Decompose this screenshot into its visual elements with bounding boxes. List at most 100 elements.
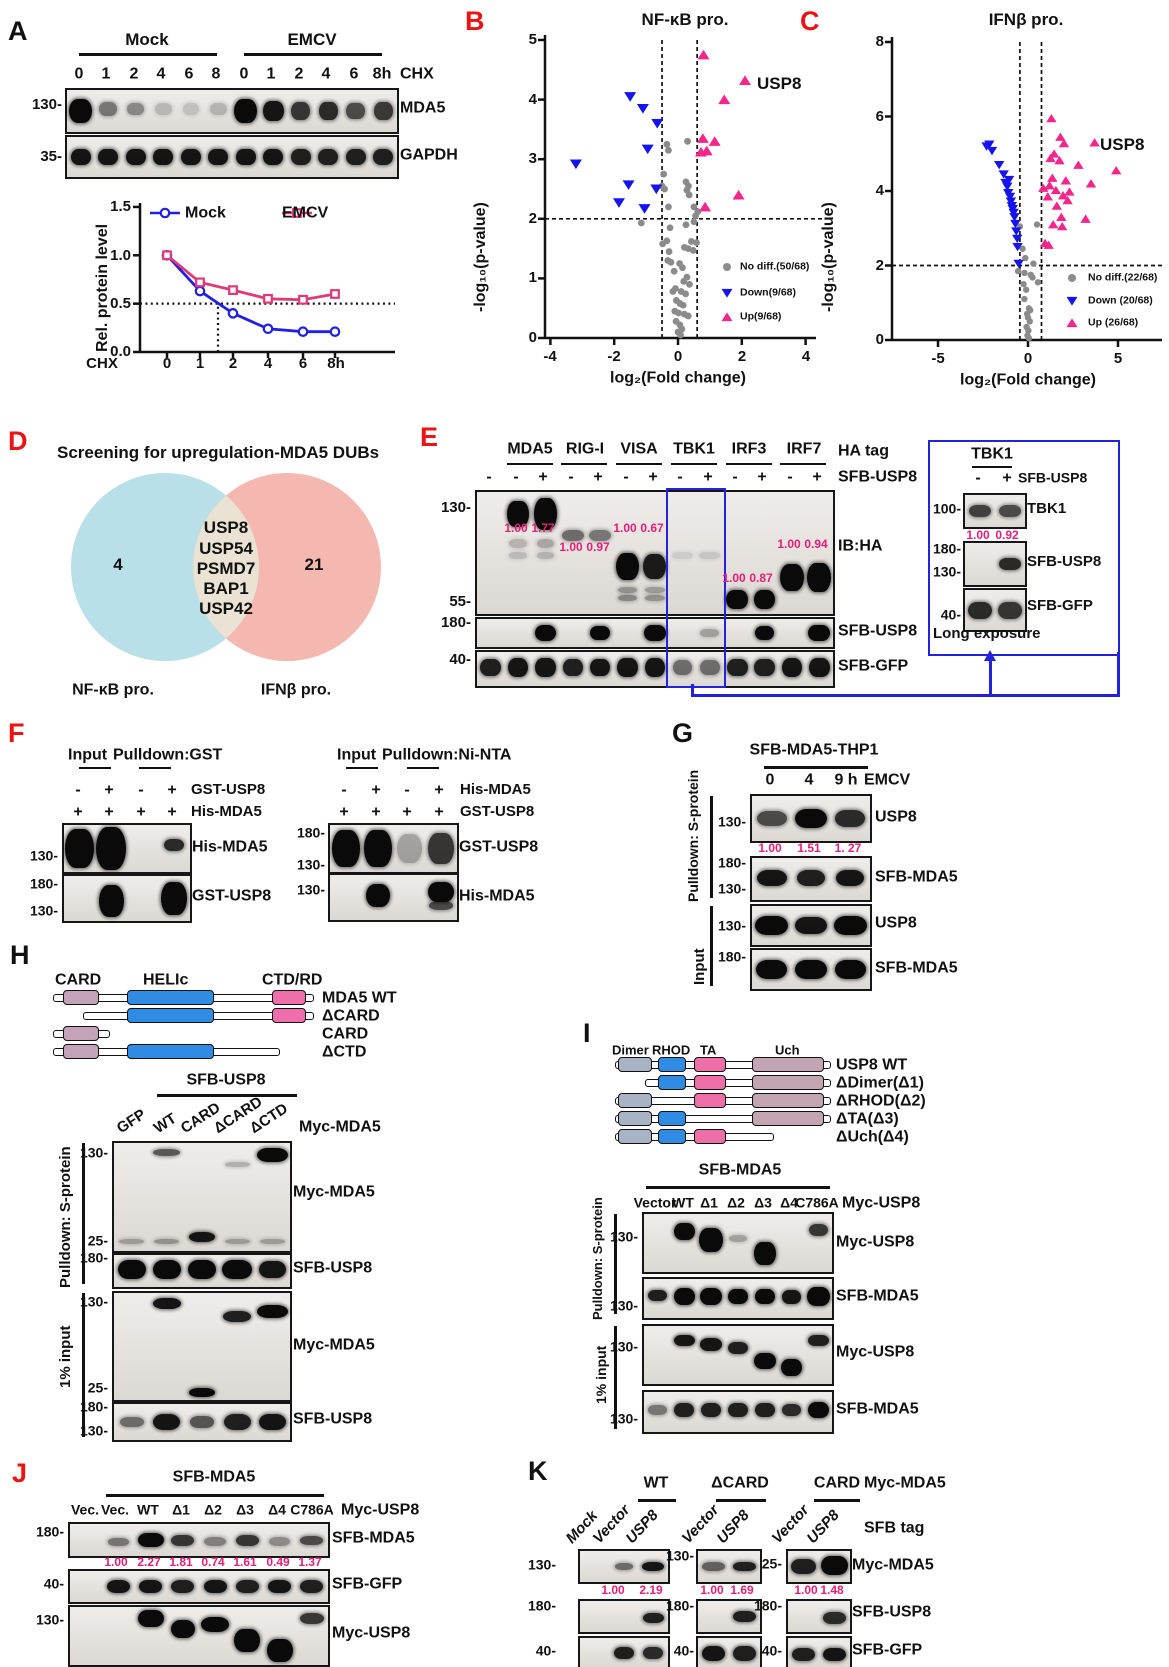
panel-h-text: WT xyxy=(150,1110,180,1137)
rule-line xyxy=(764,766,868,769)
protein-band xyxy=(699,551,721,560)
domain-helic xyxy=(127,1044,214,1059)
protein-band xyxy=(645,595,665,602)
protein-band xyxy=(533,498,557,530)
panel-e-text: 55- xyxy=(449,593,471,610)
protein-band xyxy=(616,553,640,580)
protein-band xyxy=(222,1259,252,1279)
panel-k-text: USP8 xyxy=(622,1506,662,1547)
domain-uch xyxy=(752,1111,824,1126)
protein-band xyxy=(263,149,284,165)
panel-k-text: ΔCARD xyxy=(711,1474,769,1492)
protein-band xyxy=(291,102,311,120)
panel-e-text: + xyxy=(812,468,822,486)
panel-a-text: 1 xyxy=(101,65,111,83)
blot-h-input-sfb-usp8 xyxy=(112,1402,292,1442)
panel-k-text: 2.19 xyxy=(639,1583,663,1597)
panel-f-text: - xyxy=(404,781,410,799)
panel-e-text: SFB-USP8 xyxy=(838,468,918,486)
panel-k-text: 130- xyxy=(527,1556,556,1573)
domain-ta xyxy=(694,1075,726,1090)
protein-band xyxy=(791,1558,816,1575)
protein-band xyxy=(807,562,832,593)
panel-k-text: SFB-USP8 xyxy=(852,1603,932,1621)
protein-band xyxy=(106,1580,130,1593)
protein-backbone xyxy=(53,1029,110,1038)
panel-i-text: ΔUch(Δ4) xyxy=(836,1128,909,1146)
protein-band xyxy=(259,1413,286,1431)
panel-k-text: USP8 xyxy=(803,1506,843,1547)
panel-g-text: SFB-MDA5-THP1 xyxy=(749,741,879,759)
protein-band xyxy=(642,1561,665,1572)
panel-f-text: 130- xyxy=(29,847,58,864)
protein-band xyxy=(318,101,338,121)
panel-e-text: - xyxy=(732,468,738,486)
panel-g-text: USP8 xyxy=(875,808,917,826)
protein-band xyxy=(259,1260,286,1279)
rule-line xyxy=(814,1499,860,1502)
protein-band xyxy=(299,1613,325,1624)
panel-e-text: TBK1 xyxy=(1027,500,1067,517)
rule-line xyxy=(507,463,553,465)
panel-j-text: C786A xyxy=(290,1501,334,1518)
panel-e-text: HA tag xyxy=(838,442,889,460)
protein-band xyxy=(346,102,366,120)
panel-a-text: 1 xyxy=(266,65,276,83)
panel-j-text: Δ3 xyxy=(236,1501,254,1518)
protein-band xyxy=(795,959,827,980)
panel-a-text: A xyxy=(8,16,28,46)
protein-band xyxy=(70,149,91,165)
panel-e-text: + xyxy=(593,468,603,486)
rule-line xyxy=(726,463,772,465)
panel-h-text: CARD xyxy=(322,1025,369,1043)
protein-band xyxy=(701,1645,726,1661)
venn-overlap xyxy=(193,495,259,639)
rule-line xyxy=(346,767,378,769)
panel-f-text: F xyxy=(8,718,25,748)
protein-backbone xyxy=(645,1078,831,1087)
panel-f-text: Input xyxy=(68,746,108,764)
panel-j-text: WT xyxy=(137,1501,159,1518)
panel-g-text: 180- xyxy=(717,854,746,871)
panel-e-text: + xyxy=(1002,469,1012,487)
panel-a-text: 6 xyxy=(184,65,194,83)
blot-g-input-sfb-mda5 xyxy=(750,948,872,991)
panel-e-text: IB:HA xyxy=(838,537,883,555)
domain-rhod xyxy=(658,1075,686,1090)
protein-band xyxy=(756,810,787,827)
panel-i-text: 1% input xyxy=(593,1345,609,1404)
protein-band xyxy=(509,538,527,548)
domain-dimer xyxy=(618,1111,652,1126)
panel-j-text: SFB-MDA5 xyxy=(172,1468,256,1486)
protein-band xyxy=(782,1404,802,1416)
panel-e-text: - xyxy=(787,468,793,486)
protein-band xyxy=(808,657,830,677)
protein-band xyxy=(807,1402,830,1418)
rule-line xyxy=(82,1143,85,1284)
panel-e-text: 180- xyxy=(440,614,471,631)
panel-g-text: EMCV xyxy=(864,771,911,789)
domain-ta xyxy=(694,1057,726,1072)
panel-i-text: ΔDimer(Δ1) xyxy=(836,1074,924,1092)
blot-j-myc-usp8 xyxy=(68,1605,330,1667)
panel-h-text: Myc-MDA5 xyxy=(293,1336,375,1354)
panel-h-text: Myc-MDA5 xyxy=(299,1118,381,1136)
panel-i-text: I xyxy=(583,1018,591,1048)
panel-h-text: H xyxy=(10,940,30,970)
protein-band xyxy=(69,99,93,123)
rule-line xyxy=(244,53,382,56)
panel-k-text: SFB-GFP xyxy=(852,1641,923,1659)
panel-a-text: 4 xyxy=(321,65,331,83)
protein-band xyxy=(99,102,118,116)
protein-band xyxy=(509,551,527,560)
panel-h-text: GFP xyxy=(113,1105,149,1137)
panel-i-text: Δ2 xyxy=(727,1194,745,1211)
blot-k-dcard-myc-mda5 xyxy=(696,1549,762,1584)
protein-band xyxy=(224,1238,250,1244)
panel-i-text: ΔTA(Δ3) xyxy=(836,1110,899,1128)
blot-k-wt-myc-mda5 xyxy=(578,1549,670,1584)
panel-f-text: Pulldown:Ni-NTA xyxy=(382,746,512,764)
protein-band xyxy=(753,589,776,610)
protein-band xyxy=(728,1342,748,1354)
